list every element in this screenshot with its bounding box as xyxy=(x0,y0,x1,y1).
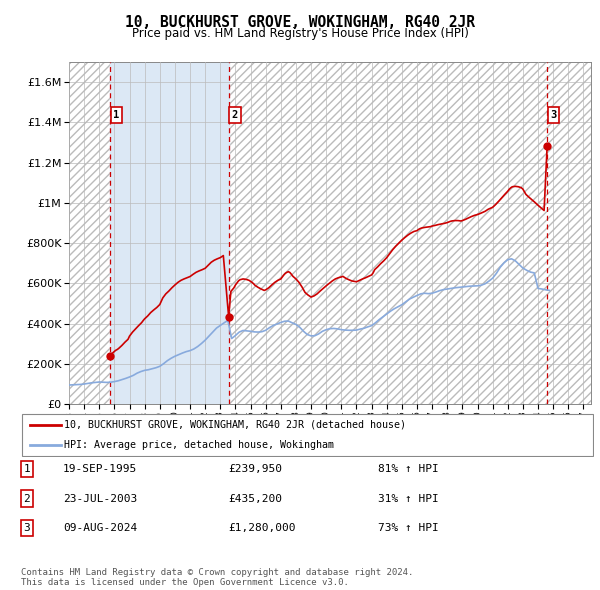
Text: Contains HM Land Registry data © Crown copyright and database right 2024.
This d: Contains HM Land Registry data © Crown c… xyxy=(21,568,413,587)
Text: 09-AUG-2024: 09-AUG-2024 xyxy=(63,523,137,533)
Text: 10, BUCKHURST GROVE, WOKINGHAM, RG40 2JR: 10, BUCKHURST GROVE, WOKINGHAM, RG40 2JR xyxy=(125,15,475,30)
Text: 3: 3 xyxy=(550,110,556,120)
Text: £1,280,000: £1,280,000 xyxy=(228,523,296,533)
FancyBboxPatch shape xyxy=(22,414,593,457)
Bar xyxy=(110,62,229,404)
Text: 2: 2 xyxy=(232,110,238,120)
Text: £435,200: £435,200 xyxy=(228,494,282,503)
Text: 19-SEP-1995: 19-SEP-1995 xyxy=(63,464,137,474)
Text: HPI: Average price, detached house, Wokingham: HPI: Average price, detached house, Woki… xyxy=(64,440,334,450)
Text: 81% ↑ HPI: 81% ↑ HPI xyxy=(378,464,439,474)
Text: 1: 1 xyxy=(23,464,31,474)
Text: £239,950: £239,950 xyxy=(228,464,282,474)
Text: 73% ↑ HPI: 73% ↑ HPI xyxy=(378,523,439,533)
Text: 23-JUL-2003: 23-JUL-2003 xyxy=(63,494,137,503)
Text: 31% ↑ HPI: 31% ↑ HPI xyxy=(378,494,439,503)
Text: Price paid vs. HM Land Registry's House Price Index (HPI): Price paid vs. HM Land Registry's House … xyxy=(131,27,469,40)
Text: 1: 1 xyxy=(113,110,119,120)
Text: 2: 2 xyxy=(23,494,31,503)
Text: 3: 3 xyxy=(23,523,31,533)
Text: 10, BUCKHURST GROVE, WOKINGHAM, RG40 2JR (detached house): 10, BUCKHURST GROVE, WOKINGHAM, RG40 2JR… xyxy=(64,420,406,430)
